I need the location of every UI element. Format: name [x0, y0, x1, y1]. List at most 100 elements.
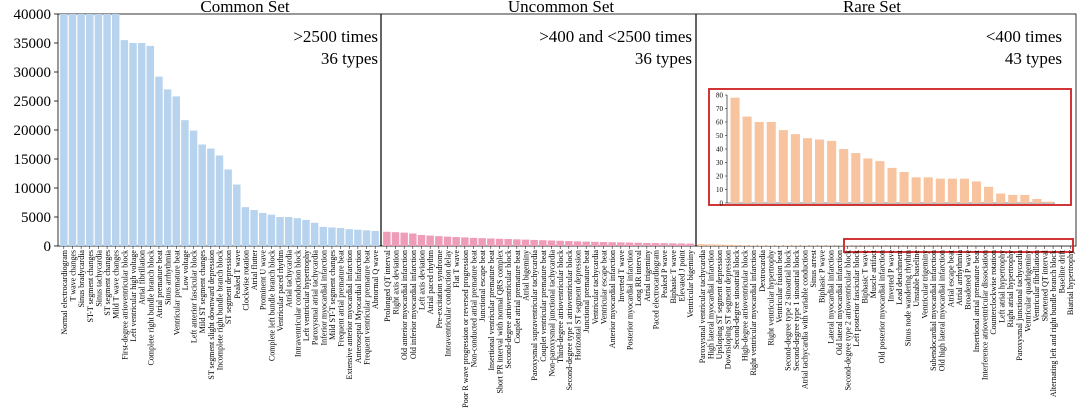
x-tick-label-common-25: Ventricular paced rhythm — [276, 249, 285, 331]
section-note-rare: <400 times — [986, 27, 1062, 46]
x-tick-label-common-27: Intraventricular conduction block — [293, 250, 302, 357]
bar-uncommon-10 — [469, 237, 478, 246]
x-tick-label-rare-29: Atrial escape beat — [946, 249, 955, 307]
x-tick-label-rare-36: Right atrial hypertrophy — [1006, 250, 1015, 327]
x-tick-label-uncommon-16: Atrial bigeminy — [522, 250, 531, 301]
y-tick-label: 40000 — [14, 7, 52, 23]
y-tick-label: 30000 — [14, 65, 52, 81]
x-tick-label-common-2: Sinus bradycardia — [77, 250, 86, 308]
x-tick-label-rare-13: Sinus arrest — [809, 249, 818, 287]
bar-uncommon-34 — [677, 243, 686, 246]
bar-rare-7 — [758, 245, 766, 246]
bar-uncommon-25 — [599, 242, 608, 246]
x-tick-label-uncommon-22: Horizontal ST segment depression — [574, 250, 583, 360]
x-tick-label-uncommon-5: Atrial paced rhythm — [426, 249, 435, 314]
x-tick-label-common-21: Clockwise rotation — [241, 250, 250, 311]
inset-bar-21 — [984, 186, 994, 203]
x-tick-label-common-34: Anteroseptal Myocardial Infarction — [354, 250, 363, 363]
x-tick-label-uncommon-17: Paroxysmal supraventricular tachycardia — [530, 250, 539, 381]
x-tick-label-uncommon-2: Old anterior myocardial infarction — [400, 250, 409, 360]
bar-common-0 — [60, 14, 68, 246]
bar-uncommon-23 — [582, 241, 590, 246]
x-tick-label-common-24: Complete left bundle branch block — [267, 250, 276, 361]
x-tick-label-common-4: Sinus tachycardia — [94, 250, 103, 307]
bar-common-1 — [68, 14, 77, 246]
bar-common-8 — [129, 43, 137, 246]
inset-y-tick-label: 80 — [716, 92, 724, 100]
x-tick-label-common-17: ST segment slight downward depression — [207, 250, 216, 380]
bar-uncommon-11 — [478, 238, 486, 246]
bar-uncommon-9 — [461, 237, 469, 246]
x-tick-label-rare-7: Dextrocardia — [758, 250, 767, 292]
inset-bar-3 — [766, 122, 776, 203]
bar-common-30 — [319, 226, 328, 246]
bar-uncommon-26 — [608, 242, 616, 246]
bar-uncommon-13 — [495, 238, 504, 246]
bar-uncommon-1 — [391, 232, 400, 246]
bar-uncommon-17 — [530, 239, 538, 246]
x-tick-label-uncommon-26: Anterior myocardial infarction — [608, 250, 617, 348]
section-note-uncommon: >400 and <2500 times — [539, 27, 692, 46]
bar-common-23 — [259, 212, 267, 246]
x-tick-label-common-22: Atrial flutter — [250, 250, 259, 291]
x-tick-label-common-15: Left anterior fascicular block — [190, 250, 199, 343]
bar-uncommon-16 — [521, 239, 530, 246]
x-tick-label-uncommon-20: Third-degree atrioventricular block — [556, 250, 565, 363]
inset-bar-0 — [730, 97, 740, 203]
bar-uncommon-30 — [643, 242, 651, 246]
inset-y-tick-label: 40 — [716, 146, 724, 154]
x-tick-label-rare-8: Right ventricular hypertrophy — [766, 250, 775, 346]
x-tick-label-uncommon-35: Ventricular bigeminy — [686, 250, 695, 318]
inset-bar-24 — [1020, 194, 1030, 203]
bar-uncommon-15 — [513, 239, 521, 246]
bar-common-24 — [267, 214, 276, 246]
bar-common-16 — [198, 144, 206, 246]
x-tick-label-common-1: T wave changes — [68, 250, 77, 301]
x-tick-label-rare-10: Second-degree type 2 sinoatrial block — [783, 250, 792, 371]
x-tick-label-rare-12: Atrial tachycardia with variable conduct… — [801, 250, 810, 389]
x-tick-label-uncommon-10: Non-conducted atrial premature beat — [470, 249, 479, 367]
section-count-rare: 43 types — [1005, 49, 1062, 68]
x-tick-label-rare-40: Shortened QT interval — [1041, 249, 1050, 321]
inset-bar-4 — [778, 130, 788, 203]
bar-uncommon-4 — [417, 234, 426, 246]
bar-common-22 — [250, 210, 258, 246]
x-tick-label-uncommon-9: Poor R wave progression or reversed prog… — [461, 250, 470, 408]
x-tick-label-uncommon-0: Prolonged QT interval — [383, 249, 392, 322]
bar-uncommon-18 — [539, 240, 547, 246]
x-tick-label-rare-30: Atrial arrhythmia — [955, 250, 964, 306]
x-tick-label-common-18: Incomplete right bundle branch block — [216, 250, 225, 370]
x-tick-label-uncommon-12: Insertional ventricular premature beat — [487, 249, 496, 370]
x-tick-label-rare-0: Paroxysmal ventricular tachycardia — [698, 250, 707, 364]
x-tick-label-rare-22: Inverted P wave — [886, 250, 895, 302]
x-tick-label-rare-31: Broadened P wave — [963, 250, 972, 310]
x-tick-label-uncommon-33: Biphasic T wave — [669, 250, 678, 304]
bar-uncommon-6 — [435, 236, 443, 246]
bar-uncommon-27 — [617, 242, 625, 246]
x-tick-label-uncommon-28: Posterior myocardial infarction — [626, 250, 635, 350]
x-tick-label-uncommon-31: Paced electrocardiogram — [652, 249, 661, 329]
bar-common-4 — [94, 14, 103, 246]
inset-y-tick-label: 50 — [716, 132, 724, 140]
bar-uncommon-8 — [452, 237, 460, 246]
x-tick-label-common-9: Atrial fibrillation — [138, 250, 147, 305]
x-tick-label-common-35: Frequent ventricular premature beat — [363, 249, 372, 365]
bar-rare-6 — [749, 245, 757, 246]
inset-bar-22 — [996, 193, 1006, 203]
y-tick-label: 0 — [44, 239, 52, 255]
x-tick-label-rare-3: Downsloping ST segment depression — [723, 250, 732, 369]
section-title-rare: Rare Set — [843, 0, 901, 16]
x-tick-label-rare-42: Baseline drift — [1058, 249, 1067, 293]
x-tick-label-common-23: Prominent U wave — [259, 250, 268, 310]
bar-uncommon-12 — [487, 238, 495, 246]
inset-bar-19 — [959, 178, 969, 203]
x-tick-label-rare-1: High lateral myocardial infarction — [706, 250, 715, 359]
x-tick-label-rare-18: Left posterior fascicular block — [852, 250, 861, 347]
x-tick-label-uncommon-24: Ventricular tachycardia — [591, 250, 600, 325]
inset-bar-5 — [790, 134, 800, 203]
x-tick-label-uncommon-29: Long RR interval — [634, 249, 643, 306]
x-tick-label-rare-16: Old lateral myocardial infarction — [835, 250, 844, 355]
bar-common-25 — [276, 217, 284, 246]
x-tick-label-rare-19: Biphasic T wave — [861, 250, 870, 304]
x-tick-label-rare-25: Unstable baseline — [912, 250, 921, 307]
